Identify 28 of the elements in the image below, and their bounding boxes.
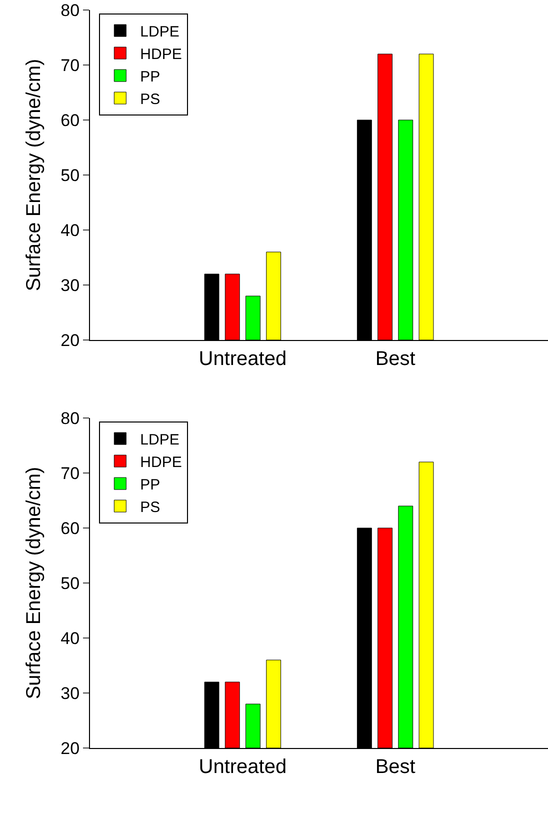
y-tick-label: 40 [60,628,80,648]
legend-label: LDPE [140,431,180,448]
legend-label: PS [140,498,160,516]
y-tick-label: 20 [60,330,80,350]
legend-label: HDPE [140,454,182,471]
y-tick-label: 40 [60,220,80,240]
legend-label: PS [140,90,160,108]
y-tick-label: 80 [60,0,80,20]
y-tick-label: 30 [60,684,80,703]
x-tick-label: Best [375,348,416,370]
y-tick-label: 60 [60,518,80,538]
x-tick-label: Best [375,756,416,778]
y-axis-title: Surface Energy (dyne/cm) [23,58,45,292]
y-tick-label: 30 [60,276,80,295]
y-tick-label: 60 [60,110,80,130]
y-tick-label: 70 [60,464,80,483]
y-axis-title: Surface Energy (dyne/cm) [23,466,45,700]
y-tick-label: 70 [60,56,80,75]
legend-label: LDPE [140,23,180,40]
y-tick-label: 20 [60,738,80,758]
legend-label: HDPE [140,46,182,63]
legend-label: PP [140,68,160,86]
x-tick-label: Untreated [198,348,287,370]
y-tick-label: 80 [60,408,80,428]
legend-label: PP [140,476,160,494]
y-tick-label: 50 [60,166,80,185]
y-tick-label: 50 [60,574,80,593]
x-tick-label: Untreated [198,756,287,778]
